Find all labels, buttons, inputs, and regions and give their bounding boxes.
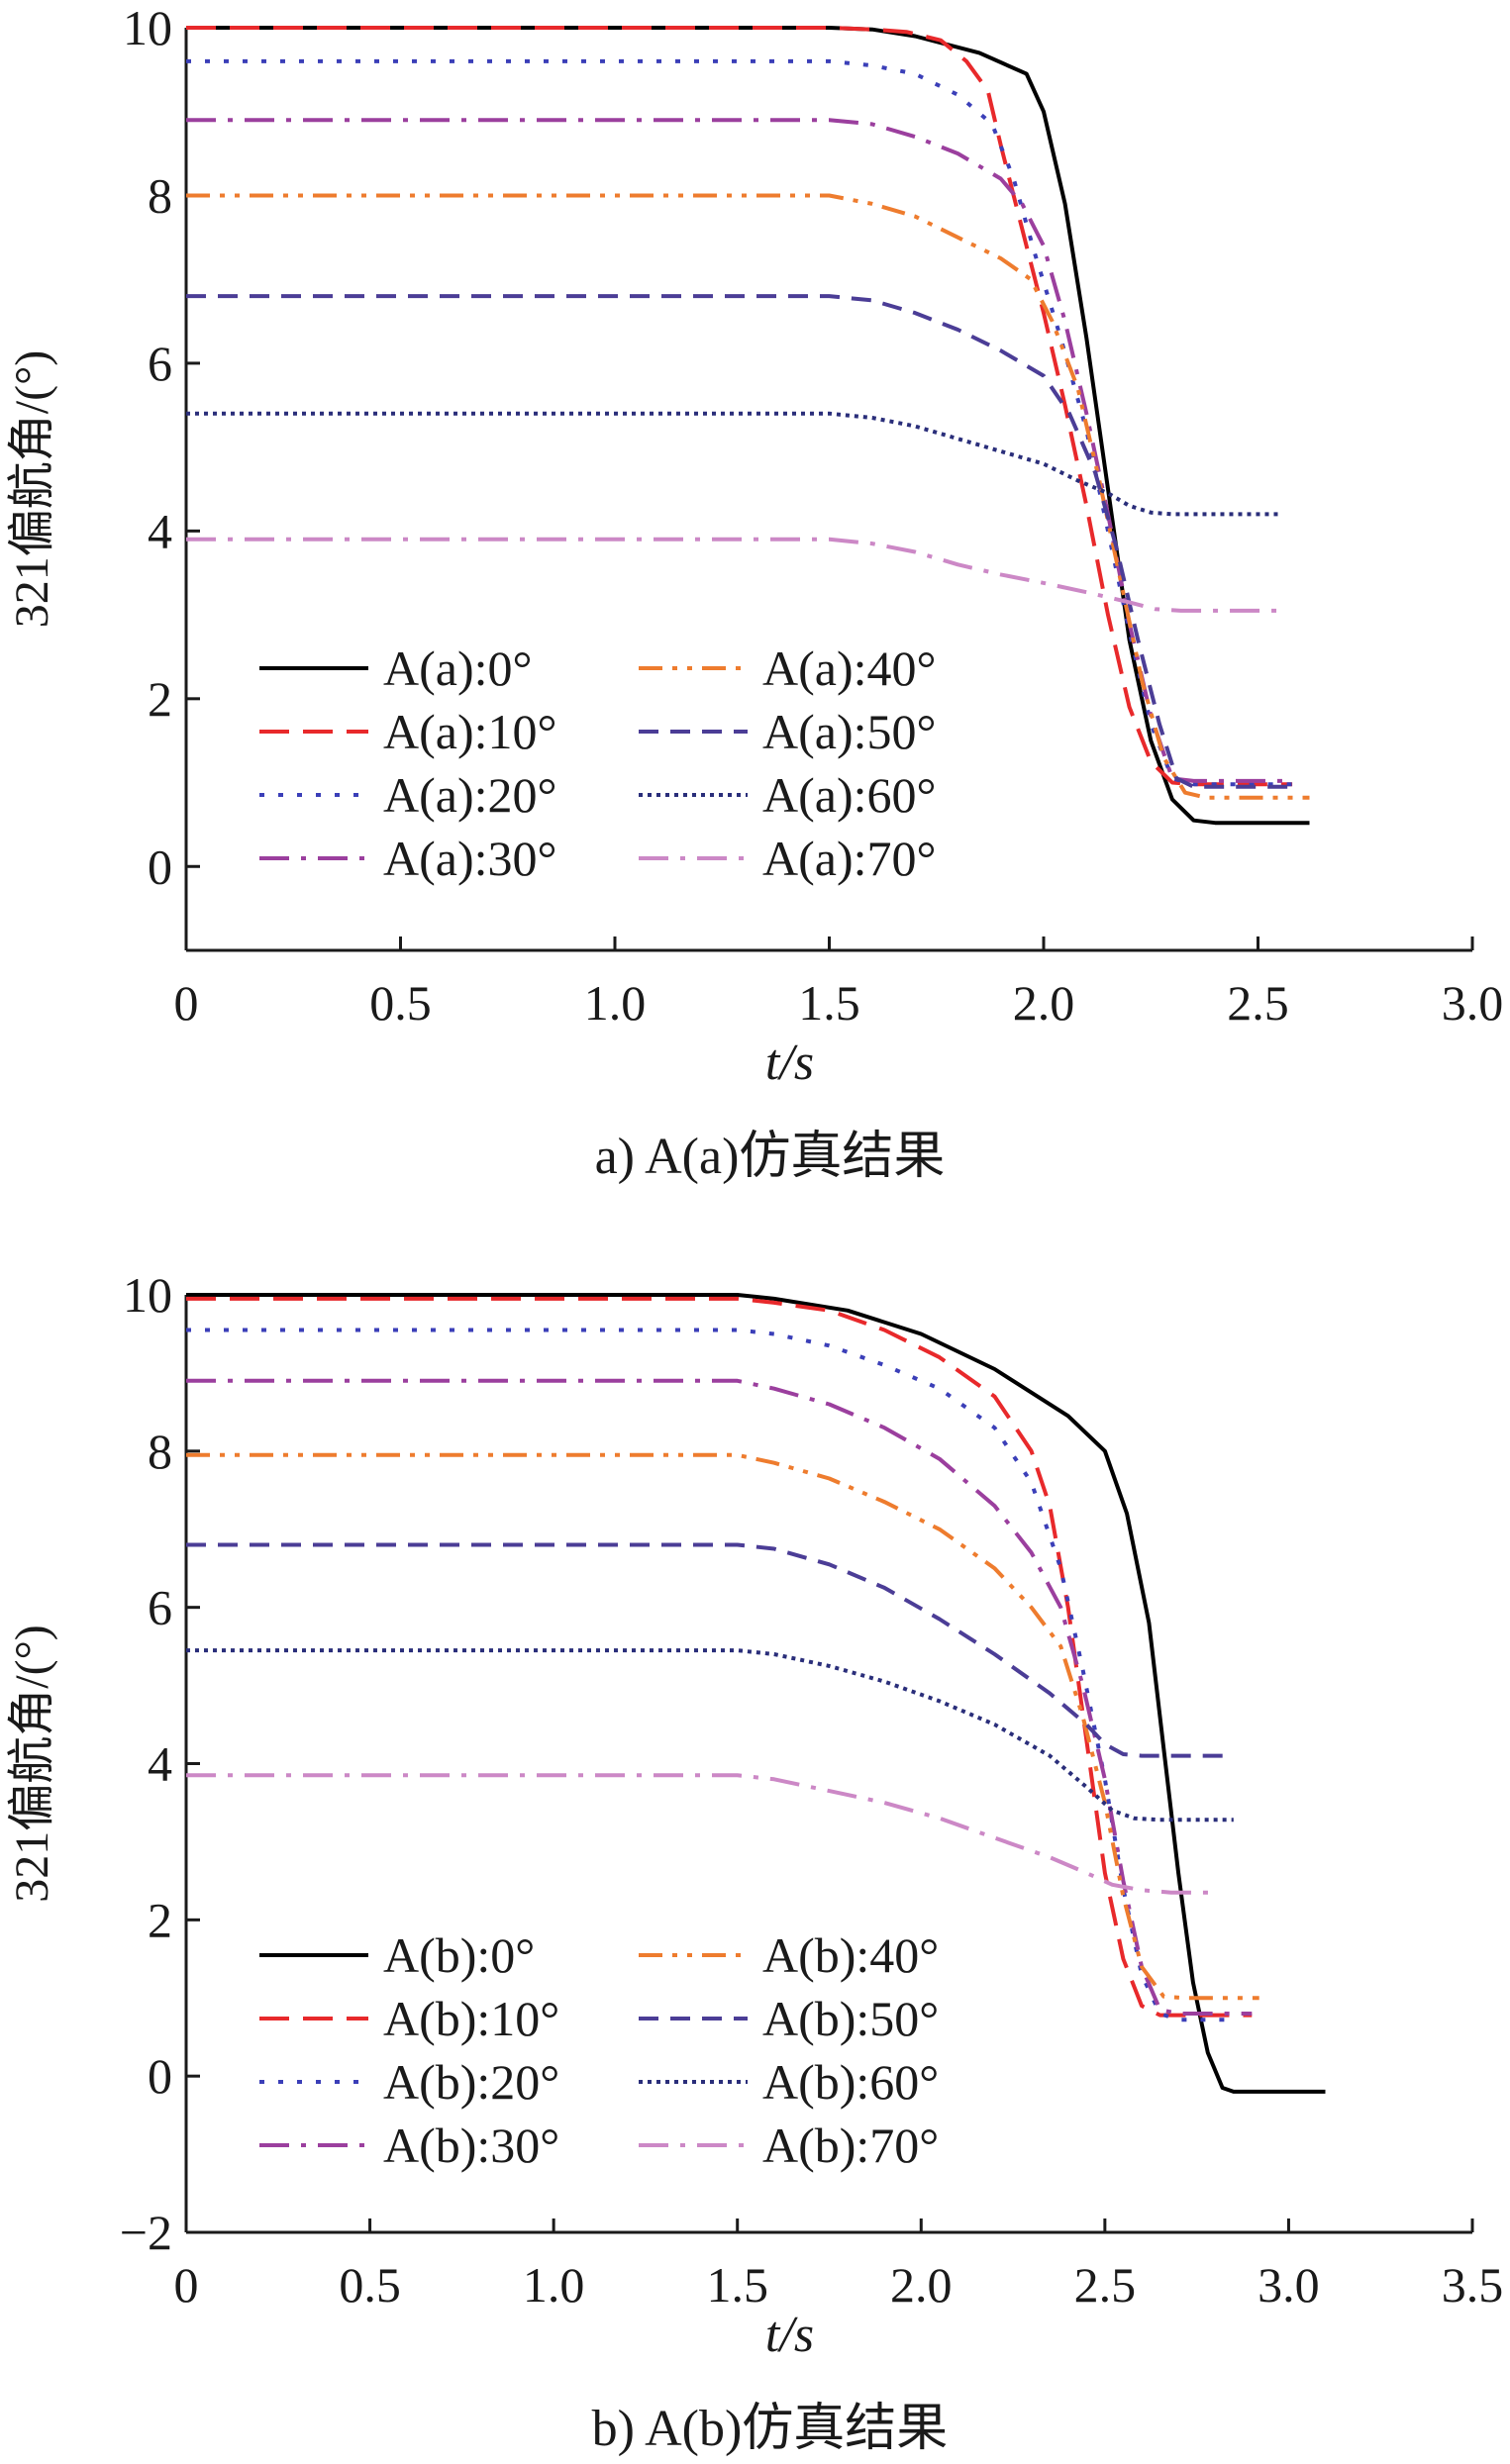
legend-label: A(a):60° (762, 767, 937, 823)
series-line (186, 1452, 1259, 2001)
legend-label: A(b):20° (383, 2054, 559, 2110)
series-line (186, 118, 1293, 783)
y-tick-label: 10 (123, 1267, 172, 1323)
x-tick-label: 1.0 (584, 975, 647, 1031)
y-tick-label: 0 (148, 2048, 172, 2104)
y-tick-label: 6 (148, 336, 172, 391)
x-tick-label: 1.5 (706, 2257, 768, 2313)
chart-caption: b) A(b)仿真结果 (592, 2401, 949, 2457)
legend-label: A(b):10° (383, 1991, 559, 2046)
x-tick-label: 0 (174, 2257, 199, 2313)
series-line (186, 294, 1293, 789)
x-tick-label: 3.0 (1442, 975, 1504, 1031)
series-line (186, 1296, 1253, 2018)
series-line (186, 1293, 1326, 2094)
x-tick-label: 0.5 (339, 2257, 401, 2313)
series-line (186, 1328, 1234, 2022)
x-axis-label: t/s (765, 1035, 814, 1091)
legend-label: A(b):30° (383, 2118, 559, 2173)
y-axis-label: 321偏航角/(°) (6, 1625, 58, 1903)
legend-label: A(b):40° (762, 1927, 939, 1983)
series-line (186, 26, 1310, 826)
legend-label: A(b):0° (383, 1927, 535, 1983)
series-line (186, 537, 1280, 613)
chart-panel-1 (184, 1293, 1474, 2234)
legend-label: A(a):30° (383, 831, 557, 886)
x-tick-label: 3.0 (1258, 2257, 1320, 2313)
x-tick-label: 0.5 (369, 975, 432, 1031)
series-line (186, 1378, 1253, 2016)
legend-label: A(b):70° (762, 2118, 939, 2173)
legend-label: A(a):50° (762, 704, 937, 759)
y-tick-label: 8 (148, 167, 172, 223)
series-line (186, 58, 1293, 787)
y-tick-label: −2 (120, 2205, 172, 2260)
y-tick-label: 10 (123, 0, 172, 55)
legend-label: A(b):60° (762, 2054, 939, 2110)
series-line (186, 1648, 1234, 1823)
legend-label: A(a):0° (383, 641, 533, 696)
x-tick-label: 2.5 (1074, 2257, 1137, 2313)
series-line (186, 26, 1293, 787)
x-tick-label: 3.5 (1442, 2257, 1504, 2313)
y-tick-label: 2 (148, 1892, 172, 1947)
chart-caption: a) A(a)仿真结果 (595, 1129, 946, 1185)
x-tick-label: 2.0 (1013, 975, 1075, 1031)
legend-label: A(a):10° (383, 704, 557, 759)
x-tick-label: 2.5 (1227, 975, 1289, 1031)
series-line (186, 193, 1310, 800)
legend-label: A(b):50° (762, 1991, 939, 2046)
legend-label: A(a):40° (762, 641, 937, 696)
y-tick-label: 4 (148, 503, 172, 558)
x-tick-label: 0 (174, 975, 199, 1031)
y-tick-label: 6 (148, 1580, 172, 1635)
x-axis-label: t/s (765, 2307, 814, 2363)
x-tick-label: 1.5 (798, 975, 860, 1031)
y-tick-label: 8 (148, 1424, 172, 1479)
chart-panel-0 (184, 26, 1474, 952)
legend-label: A(a):70° (762, 831, 937, 886)
y-tick-label: 2 (148, 671, 172, 727)
y-tick-label: 4 (148, 1736, 172, 1792)
series-line (186, 411, 1280, 517)
y-tick-label: 0 (148, 838, 172, 894)
series-line (186, 1773, 1216, 1895)
x-tick-label: 2.0 (890, 2257, 953, 2313)
x-tick-label: 1.0 (523, 2257, 585, 2313)
legend-label: A(a):20° (383, 767, 557, 823)
y-axis-label: 321偏航角/(°) (6, 350, 58, 629)
series-line (186, 1542, 1234, 1758)
